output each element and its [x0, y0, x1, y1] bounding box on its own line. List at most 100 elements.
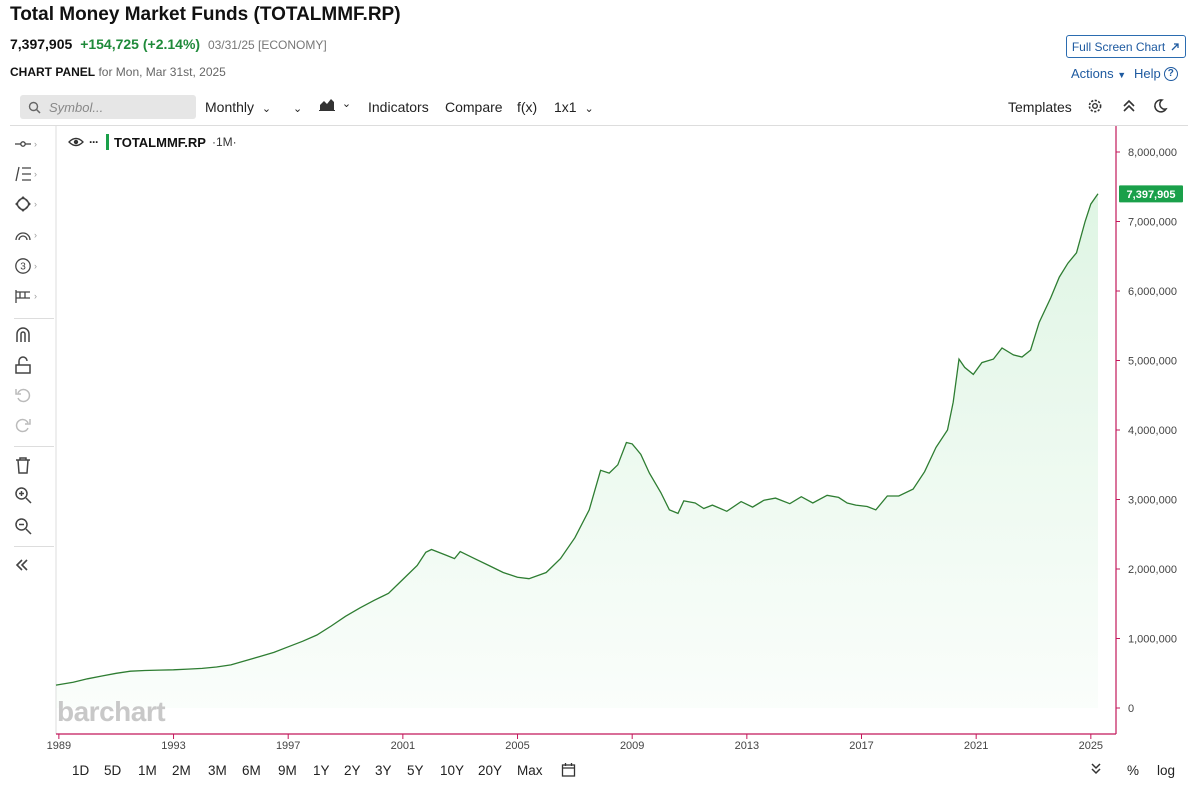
log-scale-button[interactable]: log	[1157, 763, 1176, 778]
range-button-5y[interactable]: 5Y	[407, 763, 424, 778]
actions-menu[interactable]: Actions ▼	[1071, 66, 1126, 81]
layout-label: 1x1	[554, 99, 577, 115]
last-value-badge	[1119, 185, 1183, 203]
x-tick-label: 1993	[161, 740, 185, 752]
shape-tool[interactable]: ›	[14, 192, 54, 216]
percent-scale-button[interactable]: %	[1127, 763, 1140, 778]
range-button-1y[interactable]: 1Y	[313, 763, 330, 778]
range-button-2m[interactable]: 2M	[172, 763, 191, 778]
range-button-5d[interactable]: 5D	[104, 763, 122, 778]
y-tick-label: 4,000,000	[1128, 425, 1177, 437]
chevron-down-icon: ⌄	[293, 103, 303, 115]
range-button-1d[interactable]: 1D	[72, 763, 90, 778]
y-tick-label: 6,000,000	[1128, 286, 1177, 298]
theme-toggle[interactable]	[1152, 98, 1168, 117]
range-button-10y[interactable]: 10Y	[440, 763, 465, 778]
divider	[14, 446, 54, 447]
pattern-tool[interactable]: ›	[14, 284, 54, 308]
fx-button[interactable]: f(x)	[517, 99, 538, 115]
expand-panel-button[interactable]	[1090, 762, 1102, 779]
svg-text:3: 3	[20, 262, 26, 273]
interval-label: Monthly	[205, 99, 255, 115]
settings-button[interactable]	[1087, 98, 1103, 117]
layout-select[interactable]: 1x1 ⌄	[554, 99, 594, 115]
range-button-3m[interactable]: 3M	[208, 763, 227, 778]
fib-tool-icon	[15, 166, 31, 182]
legend-symbol: TOTALMMF.RP	[114, 134, 206, 150]
range-button-20y[interactable]: 20Y	[478, 763, 503, 778]
legend-interval: ·1M·	[211, 135, 237, 149]
collapse-left-icon	[15, 559, 28, 571]
counter-tool[interactable]: 3 ›	[14, 254, 54, 278]
x-tick-label: 1997	[276, 740, 300, 752]
search-icon	[28, 101, 41, 114]
chart-panel-title: CHART PANEL	[10, 65, 96, 79]
undo-button[interactable]	[14, 383, 54, 407]
x-tick-label: 2005	[505, 740, 529, 752]
expand-down-icon	[1091, 763, 1101, 775]
trash-icon	[16, 457, 30, 474]
undo-icon	[15, 388, 31, 403]
last-value: 7,397,905	[10, 36, 73, 52]
range-button-max[interactable]: Max	[517, 763, 543, 778]
gear-icon	[1088, 99, 1102, 113]
counter-tool-icon: 3	[15, 258, 31, 274]
x-tick-label: 2009	[620, 740, 644, 752]
lock-tool[interactable]	[14, 353, 54, 377]
chart-panel-label: CHART PANEL for Mon, Mar 31st, 2025	[10, 65, 226, 79]
redo-icon	[15, 418, 31, 433]
collapse-toolbar-left-button[interactable]	[14, 553, 54, 577]
calendar-icon	[561, 763, 576, 777]
delete-drawings-button[interactable]	[14, 453, 54, 477]
range-button-1m[interactable]: 1M	[138, 763, 157, 778]
arc-tool[interactable]: ›	[14, 223, 54, 247]
collapse-toolbar-button[interactable]	[1122, 98, 1136, 117]
series-legend: ··· TOTALMMF.RP ·1M·	[68, 134, 237, 150]
date-picker-button[interactable]	[561, 762, 576, 780]
y-tick-label: 7,000,000	[1128, 217, 1177, 229]
compare-button[interactable]: Compare	[445, 99, 503, 115]
interval-select[interactable]: Monthly ⌄ ⌄	[205, 99, 302, 115]
x-tick-label: 2013	[735, 740, 759, 752]
y-tick-label: 3,000,000	[1128, 495, 1177, 507]
help-button[interactable]: Help ?	[1134, 66, 1178, 81]
magnet-tool[interactable]	[14, 323, 54, 347]
zoom-out-icon	[15, 518, 32, 535]
y-axis: 0 1,000,000 2,000,000 3,000,000 4,000,000 5,0…	[1116, 147, 1177, 715]
redo-button[interactable]	[14, 413, 54, 437]
x-axis: 1989 1993 1997 2001 2005 2009 2013 2017 2021 2025	[47, 734, 1103, 752]
symbol-search[interactable]	[20, 95, 196, 119]
full-screen-label: Full Screen Chart	[1071, 39, 1166, 54]
actions-label: Actions	[1071, 66, 1114, 81]
indicators-button[interactable]: Indicators	[368, 99, 429, 115]
more-options-icon[interactable]: ···	[89, 135, 99, 149]
zoom-out-button[interactable]	[14, 514, 54, 538]
crosshair-icon	[15, 141, 31, 147]
divider	[14, 546, 54, 547]
range-button-9m[interactable]: 9M	[278, 763, 297, 778]
help-icon: ?	[1163, 66, 1178, 81]
chart-type-select[interactable]: ⌄	[319, 97, 351, 114]
x-tick-label: 2025	[1079, 740, 1103, 752]
unlock-icon	[15, 356, 31, 374]
range-button-3y[interactable]: 3Y	[375, 763, 392, 778]
quote-meta: 03/31/25 [ECONOMY]	[207, 38, 327, 52]
quote-line: 7,397,905 +154,725 (+2.14%) 03/31/25 [EC…	[10, 36, 327, 52]
templates-button[interactable]: Templates	[1008, 99, 1072, 115]
symbol-input[interactable]	[47, 98, 191, 116]
x-tick-label: 1989	[47, 740, 71, 752]
barchart-watermark: barchart	[57, 696, 166, 727]
chart-panel-date: for Mon, Mar 31st, 2025	[98, 65, 226, 79]
zoom-in-button[interactable]	[14, 483, 54, 507]
page-title: Total Money Market Funds (TOTALMMF.RP)	[10, 4, 401, 25]
range-button-2y[interactable]: 2Y	[344, 763, 361, 778]
range-button-6m[interactable]: 6M	[242, 763, 261, 778]
x-tick-label: 2001	[391, 740, 415, 752]
fib-tool[interactable]: ›	[14, 162, 54, 186]
full-screen-chart-button[interactable]: Full Screen Chart	[1066, 35, 1186, 58]
eye-icon[interactable]	[68, 137, 84, 147]
crosshair-tool[interactable]: ›	[14, 132, 54, 156]
magnet-icon	[16, 327, 30, 342]
area-chart-icon	[319, 99, 335, 111]
